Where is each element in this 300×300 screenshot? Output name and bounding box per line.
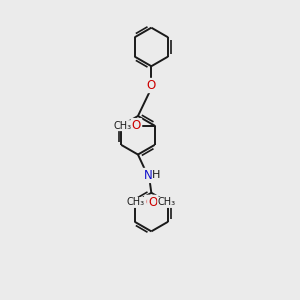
Text: CH₃: CH₃ (158, 197, 176, 208)
Text: CH₃: CH₃ (113, 121, 132, 130)
Text: O: O (145, 196, 154, 209)
Text: O: O (148, 196, 158, 209)
Text: O: O (147, 79, 156, 92)
Text: N: N (144, 169, 152, 182)
Text: H: H (152, 170, 160, 180)
Text: CH₃: CH₃ (127, 197, 145, 208)
Text: O: O (132, 119, 141, 132)
